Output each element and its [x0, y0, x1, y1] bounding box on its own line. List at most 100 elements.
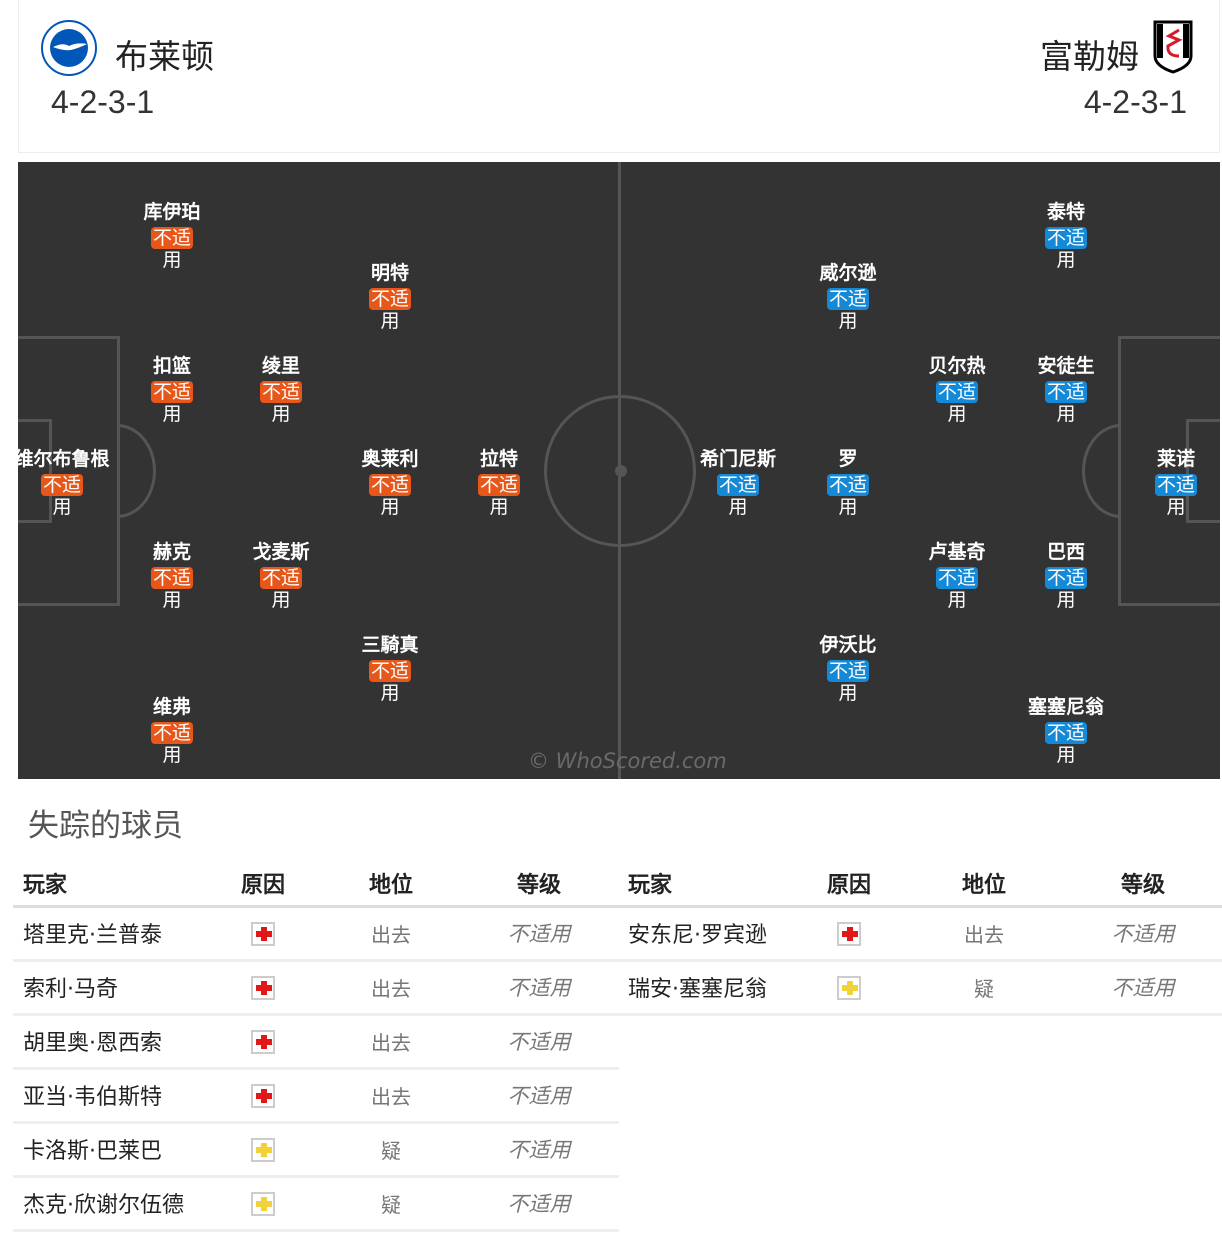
- home-player[interactable]: 维尔布鲁根 不适 用: [18, 447, 122, 518]
- home-goal-area: [18, 419, 52, 523]
- player-rating-badge: 不适: [150, 227, 193, 249]
- home-player[interactable]: 戈麦斯 不适 用: [221, 540, 341, 611]
- table-row: 安东尼·罗宾逊 出去 不适用: [619, 906, 1222, 962]
- column-header[interactable]: 地位: [904, 862, 1064, 908]
- player-name: 贝尔热: [928, 355, 986, 377]
- player-rating-badge: 不适: [368, 660, 411, 682]
- away-formation: 4-2-3-1: [1083, 84, 1187, 120]
- player-name[interactable]: 瑞安·塞塞尼翁: [619, 960, 794, 1016]
- player-name: 三騎真: [361, 634, 419, 656]
- home-missing-table: 玩家 原因 地位 等级 塔里克·兰普泰 出去 不适用 索利·马奇 出去 不适用 胡里奥…: [13, 862, 619, 1232]
- status: 出去: [323, 1014, 459, 1070]
- home-player[interactable]: 库伊珀 不适 用: [112, 200, 232, 271]
- away-player[interactable]: 安徒生 不适 用: [1006, 354, 1126, 425]
- away-team-name[interactable]: 富勒姆: [1040, 37, 1139, 76]
- player-name[interactable]: 杰克·欣谢尔伍德: [13, 1176, 203, 1232]
- home-penalty-box: [18, 336, 120, 606]
- table-row: 塔里克·兰普泰 出去 不适用: [13, 906, 619, 962]
- table-row: 卡洛斯·巴莱巴 疑 不适用: [13, 1122, 619, 1178]
- home-player[interactable]: 扣篮 不适 用: [112, 354, 232, 425]
- pitch: © WhoScored.com 库伊珀 不适 用明特 不适 用扣篮 不适 用绫里…: [18, 162, 1220, 779]
- player-rating-rest: 用: [947, 403, 967, 425]
- match-header: 布莱顿 4-2-3-1 富勒姆 4-2-3-1: [18, 0, 1220, 153]
- player-name[interactable]: 胡里奥·恩西索: [13, 1014, 203, 1070]
- player-rating-rest: 用: [838, 496, 858, 518]
- player-rating-badge: 不适: [477, 474, 520, 496]
- player-name[interactable]: 亚当·韦伯斯特: [13, 1068, 203, 1124]
- player-name: 库伊珀: [143, 201, 201, 223]
- player-rating-rest: 用: [380, 496, 400, 518]
- player-rating-badge: 不适: [150, 722, 193, 744]
- player-rating-rest: 用: [1056, 249, 1076, 271]
- rating: 不适用: [459, 1122, 619, 1178]
- player-name: 维弗: [152, 696, 191, 718]
- player-name[interactable]: 卡洛斯·巴莱巴: [13, 1122, 203, 1178]
- away-player[interactable]: 泰特 不适 用: [1006, 200, 1126, 271]
- home-team-name[interactable]: 布莱顿: [115, 37, 214, 76]
- center-spot: [615, 465, 627, 477]
- player-name: 戈麦斯: [252, 541, 310, 563]
- away-player[interactable]: 巴西 不适 用: [1006, 540, 1126, 611]
- home-player[interactable]: 拉特 不适 用: [439, 447, 559, 518]
- player-rating-badge: 不适: [826, 288, 869, 310]
- player-name: 威尔逊: [819, 262, 877, 284]
- player-rating-badge: 不适: [368, 288, 411, 310]
- player-rating-badge: 不适: [1044, 567, 1087, 589]
- player-rating-rest: 用: [162, 589, 182, 611]
- away-player[interactable]: 莱诺 不适 用: [1116, 447, 1220, 518]
- home-player[interactable]: 绫里 不适 用: [221, 354, 341, 425]
- away-player[interactable]: 卢基奇 不适 用: [897, 540, 1017, 611]
- away-player[interactable]: 伊沃比 不适 用: [788, 633, 908, 704]
- column-header[interactable]: 等级: [459, 862, 619, 908]
- home-player[interactable]: 三騎真 不适 用: [330, 633, 450, 704]
- player-name[interactable]: 索利·马奇: [13, 960, 203, 1016]
- player-rating-badge: 不适: [368, 474, 411, 496]
- player-rating-badge: 不适: [935, 567, 978, 589]
- center-circle: [544, 395, 696, 547]
- player-name: 希门尼斯: [699, 448, 776, 470]
- away-player[interactable]: 贝尔热 不适 用: [897, 354, 1017, 425]
- player-rating-badge: 不适: [826, 474, 869, 496]
- player-name: 泰特: [1046, 201, 1085, 223]
- player-name: 扣篮: [152, 355, 191, 377]
- rating: 不适用: [459, 906, 619, 962]
- rating: 不适用: [1064, 906, 1222, 962]
- player-rating-badge: 不适: [935, 381, 978, 403]
- player-rating-rest: 用: [1056, 744, 1076, 766]
- player-rating-badge: 不适: [40, 474, 83, 496]
- player-rating-rest: 用: [380, 310, 400, 332]
- column-header[interactable]: 等级: [1064, 862, 1222, 908]
- player-name: 赫克: [152, 541, 191, 563]
- player-rating-rest: 用: [162, 249, 182, 271]
- away-player[interactable]: 希门尼斯 不适 用: [678, 447, 798, 518]
- home-player[interactable]: 维弗 不适 用: [112, 695, 232, 766]
- away-player[interactable]: 威尔逊 不适 用: [788, 261, 908, 332]
- column-header[interactable]: 玩家: [619, 862, 794, 908]
- player-name[interactable]: 安东尼·罗宾逊: [619, 906, 794, 962]
- column-header[interactable]: 原因: [203, 862, 323, 908]
- brighton-logo: [41, 20, 97, 76]
- status: 疑: [323, 1176, 459, 1232]
- column-header[interactable]: 原因: [794, 862, 904, 908]
- player-rating-rest: 用: [838, 310, 858, 332]
- player-rating-rest: 用: [489, 496, 509, 518]
- player-name[interactable]: 塔里克·兰普泰: [13, 906, 203, 962]
- status: 出去: [323, 906, 459, 962]
- doubtful-icon: [837, 975, 861, 1000]
- home-formation: 4-2-3-1: [51, 84, 155, 120]
- home-player[interactable]: 赫克 不适 用: [112, 540, 232, 611]
- player-rating-rest: 用: [947, 589, 967, 611]
- away-player[interactable]: 罗 不适 用: [788, 447, 908, 518]
- player-name: 安徒生: [1037, 355, 1095, 377]
- home-player[interactable]: 奥莱利 不适 用: [330, 447, 450, 518]
- injury-icon: [251, 975, 275, 1000]
- column-header[interactable]: 地位: [323, 862, 459, 908]
- away-player[interactable]: 塞塞尼翁 不适 用: [1006, 695, 1126, 766]
- column-header[interactable]: 玩家: [13, 862, 203, 908]
- home-player[interactable]: 明特 不适 用: [330, 261, 450, 332]
- missing-players-title: 失踪的球员: [28, 808, 183, 844]
- status: 出去: [904, 906, 1064, 962]
- rating: 不适用: [459, 1068, 619, 1124]
- doubtful-icon: [251, 1191, 275, 1216]
- rating: 不适用: [459, 1176, 619, 1232]
